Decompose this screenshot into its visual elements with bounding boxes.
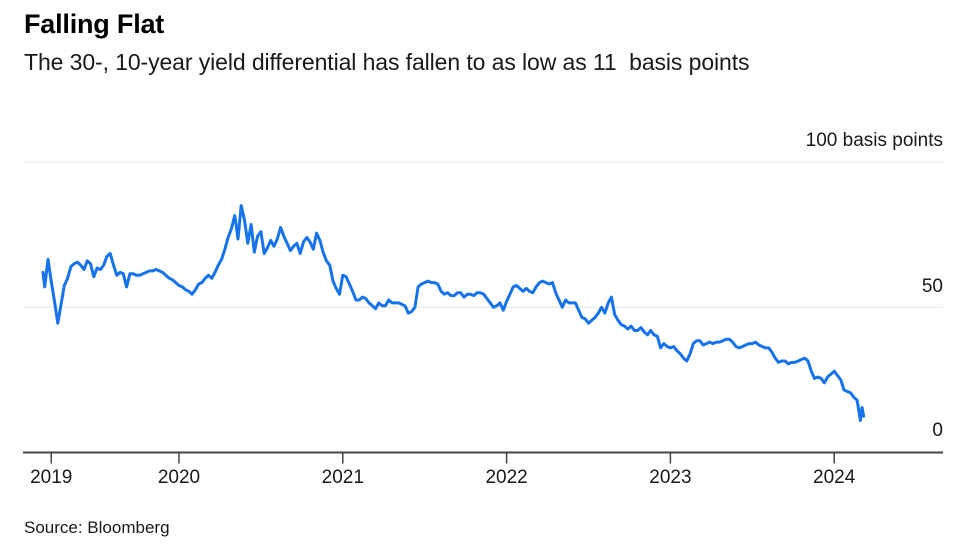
chart-subtitle: The 30-, 10-year yield differential has … [24, 49, 750, 75]
y-axis-label-100: 100 basis points [805, 130, 943, 151]
yield-differential-series-line [41, 204, 866, 422]
y-axis-label-50: 50 [921, 276, 943, 297]
y-axis-label-0: 0 [932, 420, 943, 441]
chart-title: Falling Flat [24, 9, 165, 39]
source-note: Source: Bloomberg [24, 518, 170, 537]
